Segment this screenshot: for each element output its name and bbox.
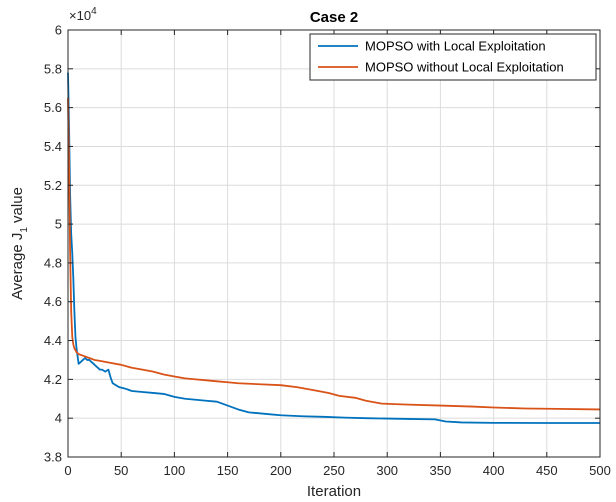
y-axis-exponent: ×104 xyxy=(69,6,97,23)
y-tick-label: 6 xyxy=(55,23,62,38)
ticks: 0 50 100 150 200 250 300 350 400 450 500 3.8 4 4.2 4.4… xyxy=(44,23,611,479)
x-tick-label: 350 xyxy=(430,463,452,478)
x-tick-label: 100 xyxy=(164,463,186,478)
legend-label: MOPSO with Local Exploitation xyxy=(365,39,546,54)
y-tick-label: 4.2 xyxy=(44,372,62,387)
x-tick-label: 0 xyxy=(64,463,71,478)
y-tick-label: 4.6 xyxy=(44,294,62,309)
series-group xyxy=(67,72,601,424)
x-tick-label: 200 xyxy=(270,463,292,478)
series-line-1 xyxy=(67,72,600,424)
y-tick-label: 5.8 xyxy=(44,61,62,76)
x-tick-label: 450 xyxy=(536,463,558,478)
chart-title: Case 2 xyxy=(310,9,358,26)
y-tick-label: 5.6 xyxy=(44,100,62,115)
y-axis-label: Average J1 value xyxy=(9,187,30,300)
x-tick-label: 300 xyxy=(376,463,398,478)
y-tick-label: 4.8 xyxy=(44,255,62,270)
y-tick-label: 4.4 xyxy=(44,333,62,348)
legend: MOPSO with Local Exploitation MOPSO witho… xyxy=(309,33,597,81)
legend-box xyxy=(309,33,597,81)
y-tick-label: 3.8 xyxy=(44,450,62,465)
x-tick-label: 400 xyxy=(483,463,505,478)
series-line-2 xyxy=(67,97,601,411)
x-axis-label: Iteration xyxy=(307,483,361,500)
y-tick-label: 5.4 xyxy=(44,139,62,154)
y-tick-label: 5.2 xyxy=(44,178,62,193)
y-axis-label-subscript: 1 xyxy=(19,227,30,233)
x-tick-label: 150 xyxy=(217,463,239,478)
y-tick-label: 4 xyxy=(55,411,62,426)
y-exponent-power: 4 xyxy=(91,6,97,17)
x-tick-label: 250 xyxy=(323,463,345,478)
y-tick-label: 5 xyxy=(55,217,62,232)
x-tick-label: 500 xyxy=(589,463,611,478)
legend-label: MOPSO without Local Exploitation xyxy=(365,60,564,75)
x-tick-label: 50 xyxy=(114,463,128,478)
y-axis-label-main: Average J xyxy=(9,233,26,300)
y-axis-label-tail: value xyxy=(9,187,26,227)
y-exponent-base: ×10 xyxy=(69,8,91,23)
